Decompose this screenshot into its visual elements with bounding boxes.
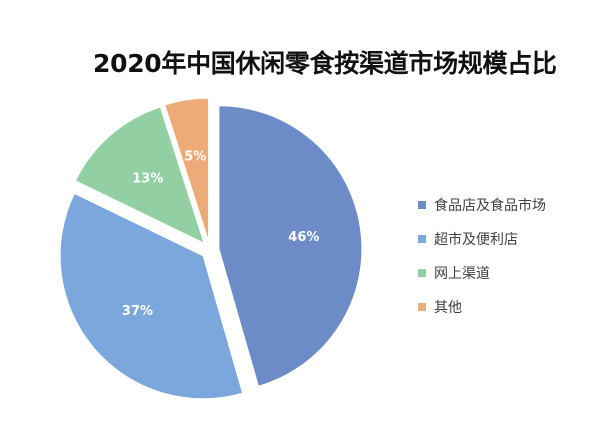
legend-swatch-4 (418, 303, 426, 311)
legend-swatch-3 (418, 269, 426, 277)
pie-slice-3 (74, 106, 205, 245)
legend-item-4: 其他 (418, 290, 546, 324)
data-label-3: 13% (132, 171, 163, 186)
legend-label-1: 食品店及食品市场 (434, 198, 546, 214)
legend-label-2: 超市及便利店 (434, 232, 518, 248)
pie-slice-4 (164, 97, 210, 242)
legend-item-2: 超市及便利店 (418, 222, 546, 256)
legend-swatch-2 (418, 235, 426, 243)
legend-swatch-1 (418, 201, 426, 209)
data-label-2: 37% (122, 304, 153, 319)
legend-label-4: 其他 (434, 300, 462, 316)
data-label-4: 5% (184, 149, 206, 164)
chart-title: 2020年中国休闲零食按渠道市场规模占比 (93, 49, 557, 78)
data-label-1: 46% (288, 230, 319, 245)
pie-slice-1 (218, 105, 363, 387)
pie-slice-2 (59, 192, 244, 400)
legend-item-1: 食品店及食品市场 (418, 188, 546, 222)
chart-legend: 食品店及食品市场 超市及便利店 网上渠道其他 (418, 188, 546, 324)
legend-label-3: 网上渠道 (434, 266, 490, 282)
legend-item-3: 网上渠道 (418, 256, 546, 290)
